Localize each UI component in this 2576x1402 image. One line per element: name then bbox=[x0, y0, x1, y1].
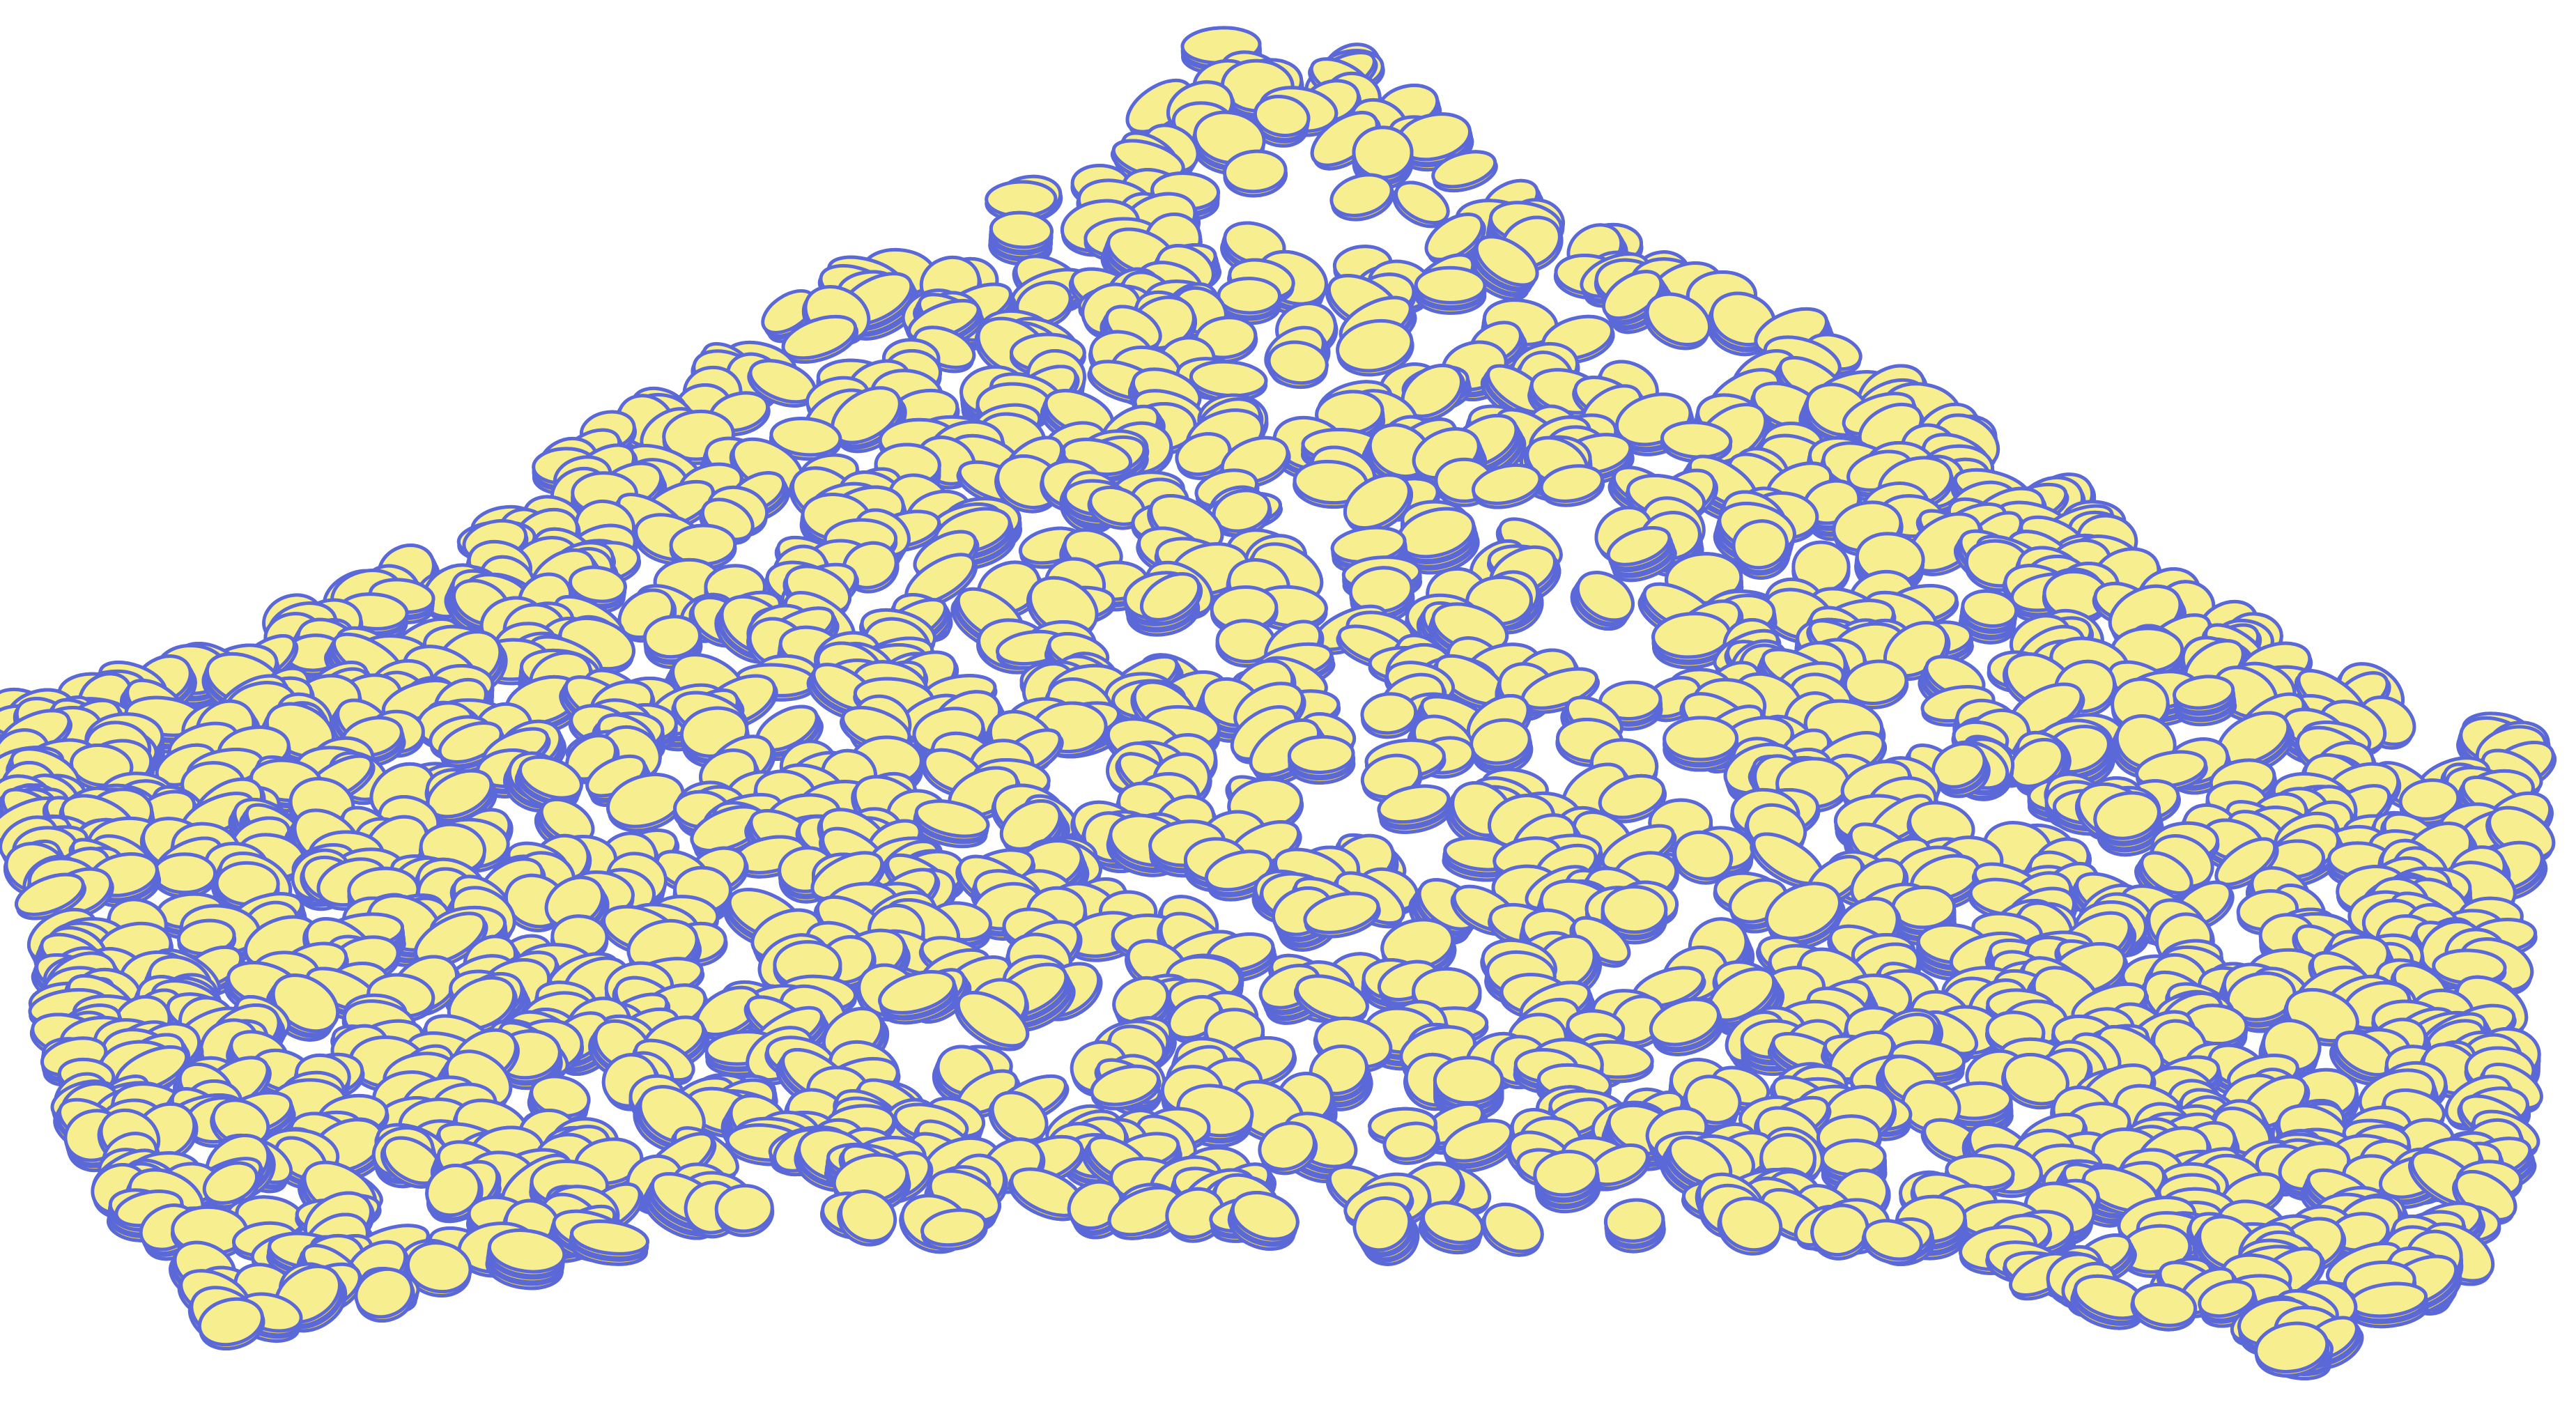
coin bbox=[1431, 150, 1498, 193]
coin bbox=[1414, 265, 1487, 315]
coin bbox=[1360, 692, 1418, 739]
coin-pile bbox=[0, 26, 2557, 1380]
coin bbox=[1251, 95, 1311, 148]
coin bbox=[1663, 716, 1739, 772]
coin bbox=[1329, 173, 1395, 222]
coin bbox=[1223, 149, 1288, 198]
coin bbox=[1465, 235, 1539, 301]
coin bbox=[1392, 180, 1450, 229]
coin bbox=[1287, 735, 1356, 785]
coin bbox=[988, 210, 1054, 266]
coin bbox=[152, 852, 217, 899]
coin bbox=[1603, 1198, 1666, 1254]
coin bbox=[1310, 111, 1382, 171]
coin bbox=[714, 1184, 775, 1238]
coin bbox=[1643, 292, 1712, 350]
coin bbox=[569, 1219, 649, 1266]
